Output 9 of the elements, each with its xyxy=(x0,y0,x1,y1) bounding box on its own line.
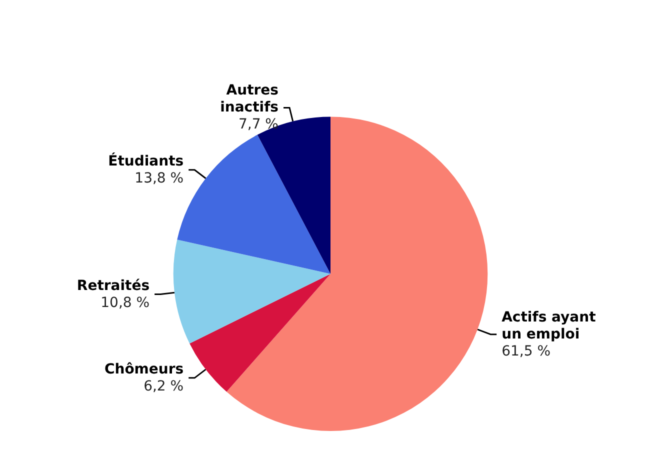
slice-label: Autres inactifs xyxy=(220,82,278,116)
data-label: 13,8 % xyxy=(134,170,184,186)
slice-label: Étudiants xyxy=(108,152,184,170)
slice-label: Chômeurs xyxy=(104,361,184,378)
slice-label: Retraités xyxy=(76,278,150,294)
slice-label: Actifs ayant un emploi xyxy=(502,309,596,342)
data-label: 61,5 % xyxy=(502,343,551,360)
data-label: 10,8 % xyxy=(100,294,150,311)
data-label: 6,2 % xyxy=(144,378,184,394)
